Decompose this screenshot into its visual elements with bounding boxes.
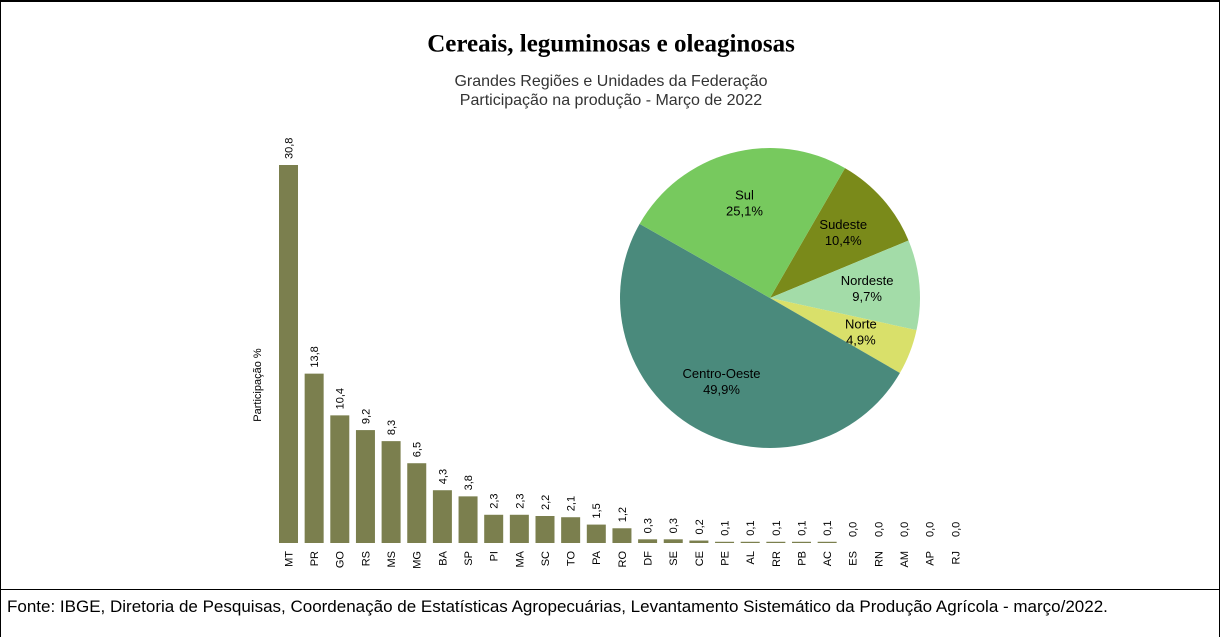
x-tick-label: PR [309,551,321,566]
bar [612,528,632,543]
x-tick-label: AP [925,551,937,566]
x-tick-label: RN [873,551,885,567]
data-label: 8,3 [386,420,398,435]
x-tick-label: CE [694,551,706,566]
data-label: 1,2 [617,507,629,522]
source-note: Fonte: IBGE, Diretoria de Pesquisas, Coo… [0,590,1220,637]
bar [586,524,606,543]
x-tick-label: MG [412,551,424,569]
x-tick-label: MA [514,550,526,567]
data-label: 0,0 [925,522,937,537]
bar [484,514,504,543]
x-tick-label: BA [437,550,449,565]
data-label: 0,1 [719,520,731,535]
bar [792,541,811,543]
y-axis-label: Participação % [252,348,264,422]
chart-title: Cereais, leguminosas e oleaginosas [427,31,795,58]
frame [0,0,1220,590]
x-tick-label: AL [745,551,757,564]
slice-label: Norte [845,317,877,332]
bar [715,541,735,543]
x-tick-label: PI [489,551,501,561]
x-tick-label: PB [796,551,808,566]
pie-slice [770,240,921,331]
data-label: 13,8 [309,346,321,367]
x-tick-label: SC [540,551,552,566]
data-label: 0,1 [796,520,808,535]
bar [279,165,298,543]
data-label: 2,3 [489,493,501,508]
data-label: 0,2 [694,519,706,534]
bar [330,415,350,543]
x-tick-label: ES [848,551,860,566]
data-label: 30,8 [283,138,295,159]
slice-label: Nordeste [841,273,894,288]
pie-slice [620,223,900,448]
chart-subtitle: Participação na produção - Março de 2022 [460,92,763,109]
data-label: 9,2 [360,409,372,424]
chart-subtitle: Grandes Regiões e Unidades da Federação [454,73,767,90]
x-tick-label: AM [899,551,911,568]
data-label: 0,1 [745,520,757,535]
bar [663,539,683,543]
data-label: 0,0 [848,522,860,537]
x-tick-label: PA [591,550,603,565]
slice-value: 4,9% [846,333,876,348]
x-tick-label: SP [463,551,475,566]
bar [535,516,555,543]
data-label: 0,3 [643,518,655,533]
slice-value: 10,4% [825,233,862,248]
bar [432,490,452,543]
data-label: 10,4 [335,388,347,409]
data-label: 0,0 [873,522,885,537]
slice-label: Centro-Oeste [682,366,760,381]
bar [638,539,658,543]
x-tick-label: AC [822,551,834,566]
bar [407,463,427,543]
x-tick-label: RJ [950,551,962,564]
bar [458,496,478,543]
chart: Cereais, leguminosas e oleaginosas Grand… [252,31,962,569]
data-label: 0,0 [899,522,911,537]
pie-slice [639,148,845,298]
bar [509,514,529,543]
data-label: 2,1 [566,496,578,511]
data-label: 0,3 [668,518,680,533]
pie-slice [770,298,917,373]
x-tick-label: TO [566,551,578,567]
bar [689,540,709,543]
x-tick-label: PE [719,551,731,566]
x-tick-label: RO [617,551,629,568]
bar [766,541,786,543]
data-label: 6,5 [412,442,424,457]
x-tick-label: SE [668,551,680,566]
slice-value: 25,1% [726,203,763,218]
slice-value: 49,9% [703,382,740,397]
bar [355,430,375,543]
data-label: 4,3 [437,469,449,484]
bar [740,541,760,543]
data-label: 1,5 [591,503,603,518]
data-label: 3,8 [463,475,475,490]
x-tick-label: RR [771,551,783,567]
x-tick-label: DF [643,551,655,566]
bar [304,373,324,543]
x-tick-label: MT [283,551,295,567]
data-label: 2,3 [514,493,526,508]
slice-label: Sudeste [819,217,867,232]
slice-value: 9,7% [852,289,882,304]
bar [817,541,837,543]
slice-label: Sul [735,187,754,202]
bar [381,441,401,543]
pie-slice [770,168,909,298]
x-tick-label: RS [360,551,372,566]
data-label: 2,2 [540,495,552,510]
x-tick-label: MS [386,551,398,568]
bar [561,517,581,543]
data-label: 0,1 [771,520,783,535]
data-label: 0,0 [950,522,962,537]
data-label: 0,1 [822,520,834,535]
x-tick-label: GO [335,551,347,569]
